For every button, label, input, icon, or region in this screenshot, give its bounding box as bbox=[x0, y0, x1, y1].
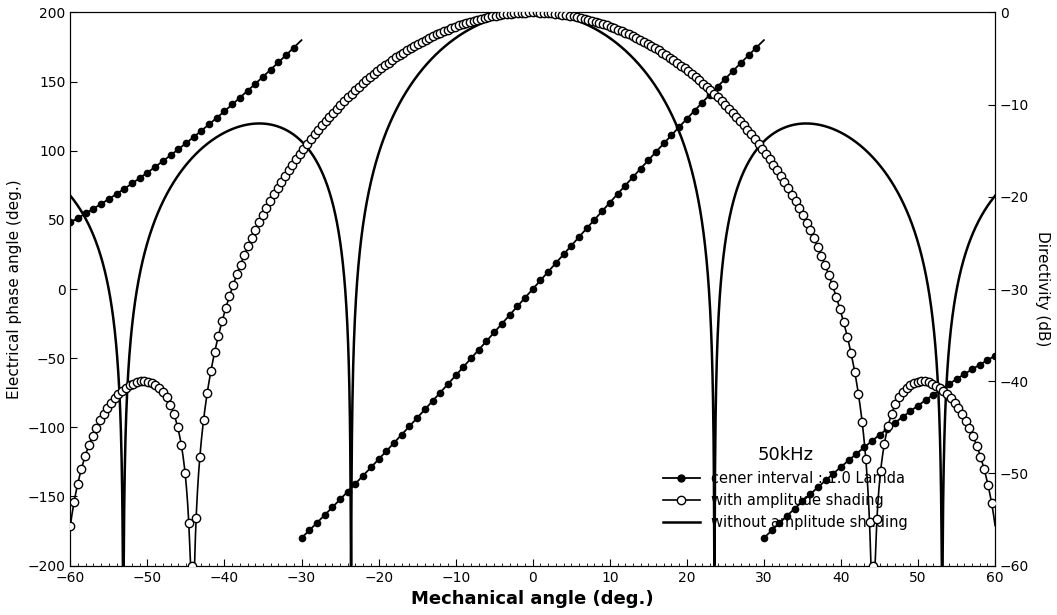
Y-axis label: Directivity (dB): Directivity (dB) bbox=[1035, 231, 1050, 347]
Legend: cener interval : 1.0 Lamda, with amplitude shading, without amplitude shading: cener interval : 1.0 Lamda, with amplitu… bbox=[657, 440, 914, 536]
Y-axis label: Electrical phase angle (deg.): Electrical phase angle (deg.) bbox=[7, 179, 22, 399]
X-axis label: Mechanical angle (deg.): Mechanical angle (deg.) bbox=[411, 590, 654, 608]
